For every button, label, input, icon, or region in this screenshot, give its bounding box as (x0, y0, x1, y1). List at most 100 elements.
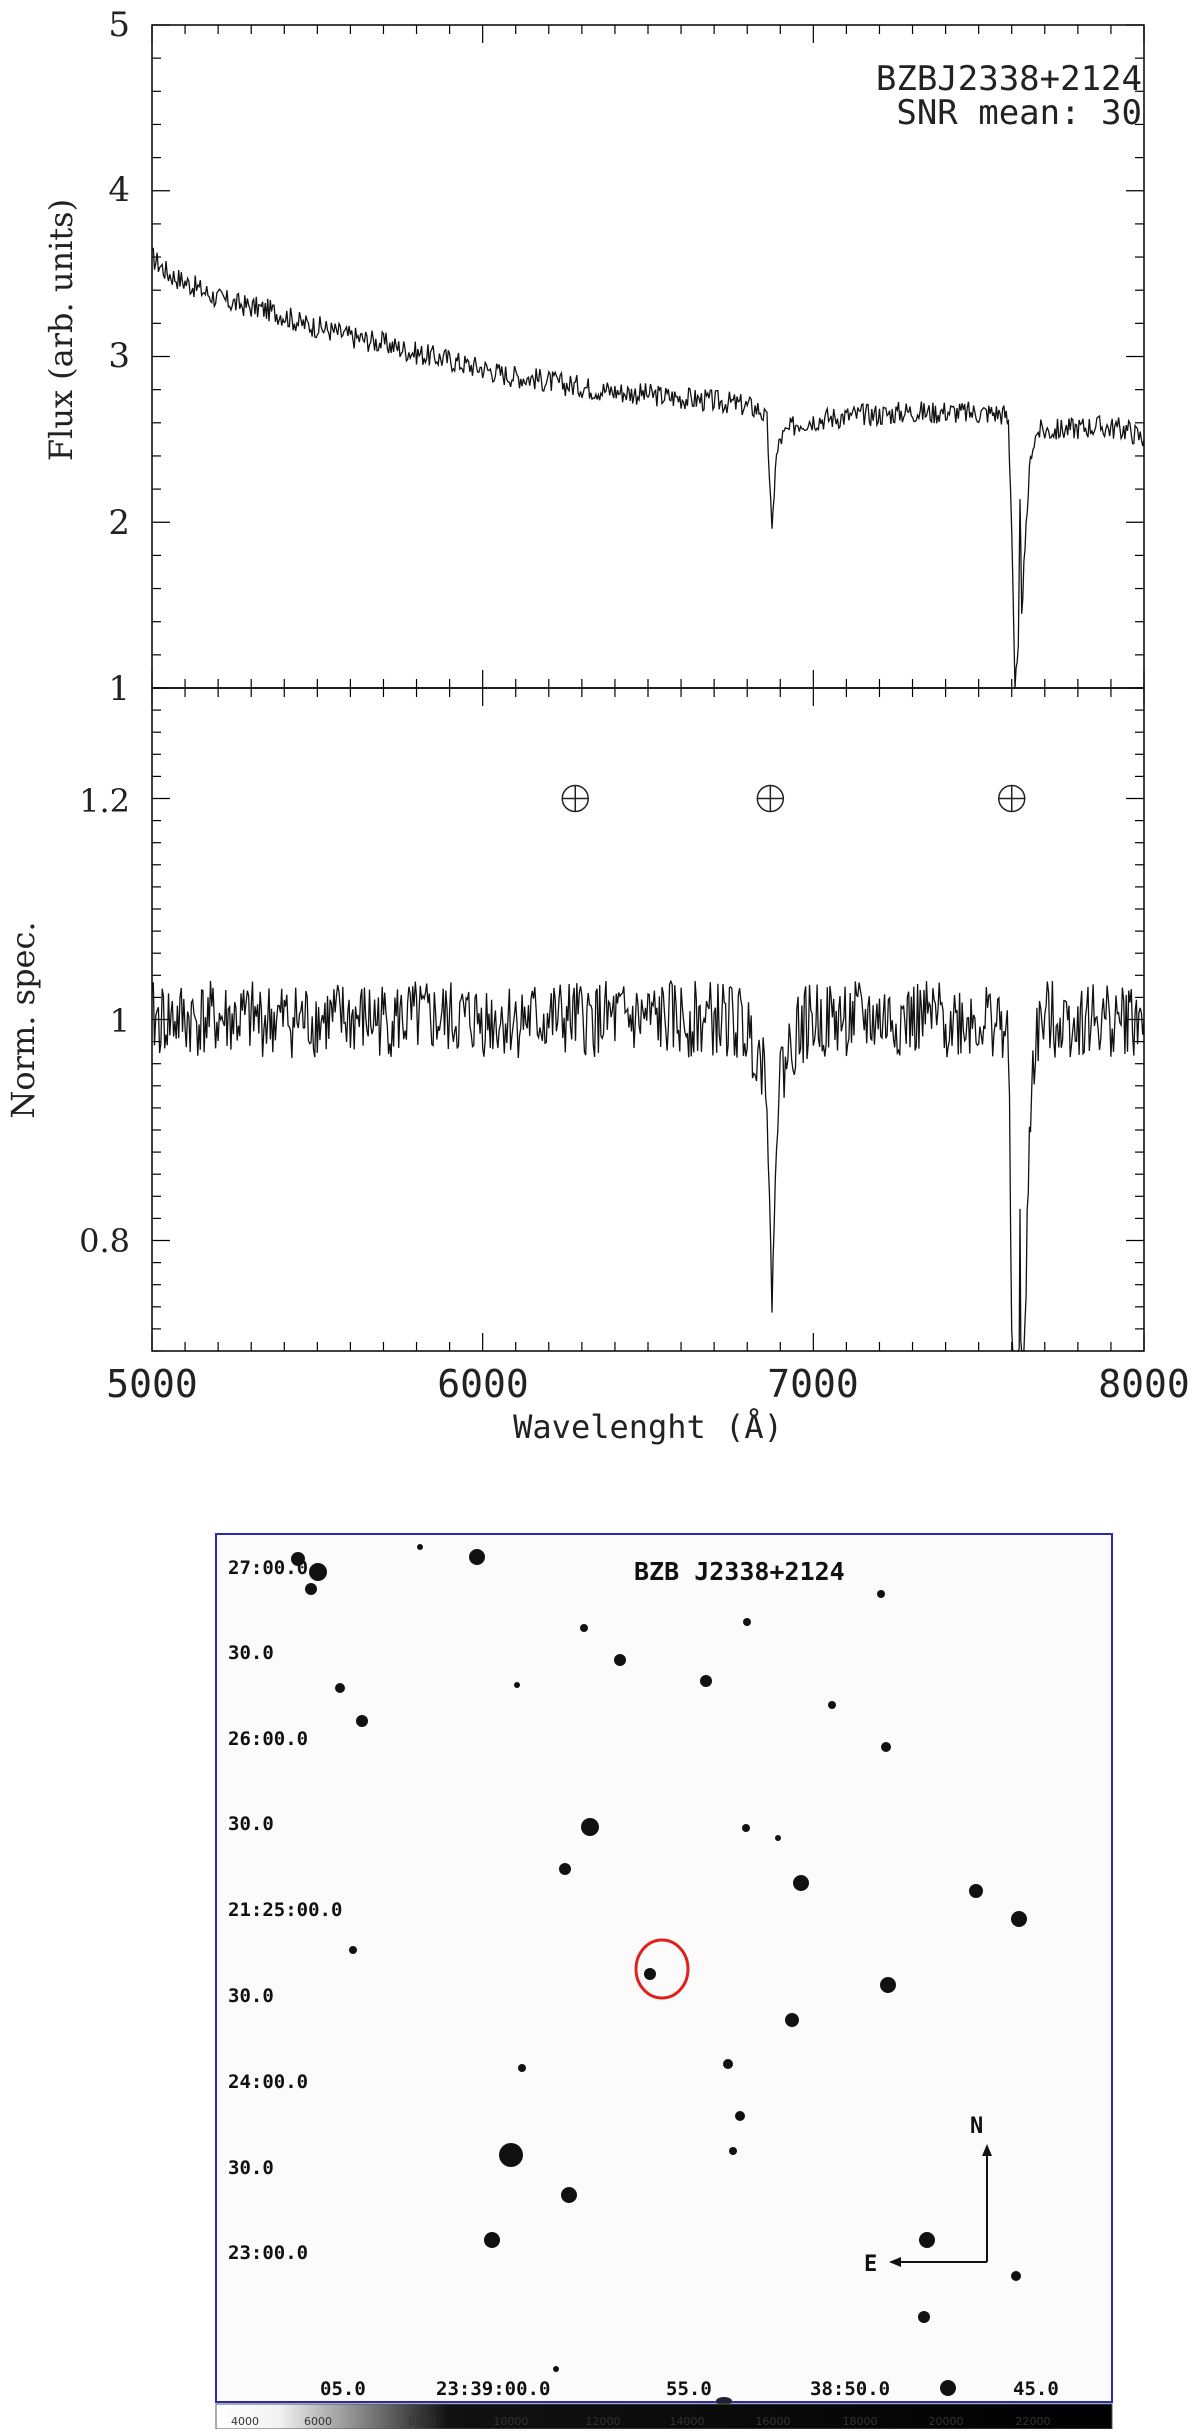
star (940, 2380, 956, 2396)
norm-panel-frame (151, 687, 1145, 1352)
finder-title: BZB J2338+2124 (634, 1557, 845, 1586)
star (880, 1977, 896, 1993)
star (581, 1818, 599, 1836)
star (1011, 2271, 1021, 2281)
snr-label: SNR mean: 30 (896, 93, 1142, 133)
spectrum-line (151, 979, 1145, 1352)
star (553, 2366, 559, 2372)
spectrum-figure: 1 2 3 4 5 Flux (arb. units) BZBJ2338+212… (4, 5, 1190, 1446)
norm-ytick-label: 1 (110, 1002, 130, 1040)
star (828, 1701, 836, 1709)
star (356, 1715, 368, 1727)
norm-ytick-label: 0.8 (79, 1222, 130, 1260)
xtick-label: 6000 (437, 1362, 529, 1406)
telluric-marker (997, 784, 1026, 813)
star (1011, 1911, 1027, 1927)
target-circle (634, 1938, 690, 2000)
star (518, 2064, 526, 2072)
dec-label: 30.0 (228, 1642, 274, 1664)
star (785, 2013, 799, 2027)
flux-ytick-label: 4 (108, 170, 130, 210)
star (291, 1552, 305, 1566)
dec-label: 30.0 (228, 2157, 274, 2179)
norm-ytick-label: 1.2 (79, 782, 130, 820)
flux-ytick-label: 2 (108, 503, 130, 543)
star (580, 1624, 588, 1632)
star (335, 1683, 345, 1693)
colorbar-tick-label: 18000 (843, 2415, 878, 2428)
spectrum-annotation: BZBJ2338+2124 SNR mean: 30 (876, 59, 1142, 133)
star (793, 1875, 809, 1891)
east-arrowhead (889, 2257, 901, 2267)
finder-chart: BZB J2338+2124 27:00.0 30.0 26:00.0 30.0… (0, 1500, 1200, 2430)
flux-series (151, 247, 1145, 689)
star (743, 1618, 751, 1626)
colorbar-tick-label: 6000 (304, 2415, 332, 2428)
dec-label: 24:00.0 (228, 2071, 308, 2093)
star-field (291, 1544, 1027, 2405)
star (484, 2232, 500, 2248)
north-label: N (970, 2114, 983, 2139)
telluric-marker (561, 784, 590, 813)
ra-label: 55.0 (666, 2378, 712, 2400)
dec-label: 21:25:00.0 (228, 1899, 342, 1921)
colorbar-tick-label: 10000 (494, 2415, 529, 2428)
star (559, 1863, 571, 1875)
north-arrowhead (982, 2144, 992, 2156)
colorbar (215, 2403, 1113, 2430)
star (309, 1563, 327, 1581)
star (877, 1590, 885, 1598)
norm-axis-ticks (151, 687, 1145, 1352)
star (735, 2111, 745, 2121)
star (775, 1835, 781, 1841)
star (969, 1884, 983, 1898)
star (716, 2397, 732, 2405)
spectrum-line (151, 247, 1145, 689)
star (514, 1682, 520, 1688)
colorbar-tick-label: 14000 (670, 2415, 705, 2428)
dec-label: 23:00.0 (228, 2242, 308, 2264)
star (305, 1583, 317, 1595)
flux-ylabel: Flux (arb. units) (42, 199, 80, 461)
dec-label: 30.0 (228, 1813, 274, 1835)
target-star (644, 1968, 656, 1980)
flux-ytick-label: 3 (108, 336, 130, 376)
norm-ytick-labels: 0.8 1 1.2 (79, 782, 130, 1260)
star (469, 1549, 485, 1565)
dec-labels: 27:00.0 30.0 26:00.0 30.0 21:25:00.0 30.… (228, 1557, 342, 2264)
dec-label: 27:00.0 (228, 1557, 308, 1579)
ra-label: 45.0 (1013, 2378, 1059, 2400)
ra-label: 05.0 (320, 2378, 366, 2400)
colorbar-tick-labels: 4000 6000 8000 10000 12000 14000 16000 1… (231, 2415, 1051, 2428)
star (700, 1675, 712, 1687)
finder-svg: BZB J2338+2124 27:00.0 30.0 26:00.0 30.0… (215, 1533, 1113, 2430)
ra-label: 38:50.0 (810, 2378, 890, 2400)
xtick-label: 5000 (106, 1362, 198, 1406)
star (499, 2143, 523, 2167)
compass: N E (864, 2114, 992, 2277)
flux-ytick-labels: 1 2 3 4 5 (108, 5, 130, 709)
star (349, 1946, 357, 1954)
ra-labels: 05.0 23:39:00.0 55.0 38:50.0 45.0 (320, 2378, 1059, 2400)
colorbar-tick-label: 22000 (1016, 2415, 1051, 2428)
star (918, 2311, 930, 2323)
dec-label: 26:00.0 (228, 1728, 308, 1750)
flux-ytick-label: 5 (108, 5, 130, 45)
star (729, 2147, 737, 2155)
xtick-labels: 5000 6000 7000 8000 (106, 1362, 1190, 1406)
flux-ytick-label: 1 (108, 669, 130, 709)
star (561, 2187, 577, 2203)
xlabel: Wavelenght (Å) (513, 1408, 783, 1446)
telluric-markers (561, 784, 1026, 813)
norm-series (151, 979, 1145, 1352)
star (417, 1544, 423, 1550)
telluric-marker (756, 784, 785, 813)
dec-label: 30.0 (228, 1985, 274, 2007)
star (742, 1824, 750, 1832)
finder-image (216, 1534, 1112, 2402)
star (723, 2059, 733, 2069)
star (919, 2232, 935, 2248)
xtick-label: 8000 (1098, 1362, 1190, 1406)
finder-frame (215, 1533, 1113, 2403)
object-name-label: BZBJ2338+2124 (876, 59, 1142, 99)
